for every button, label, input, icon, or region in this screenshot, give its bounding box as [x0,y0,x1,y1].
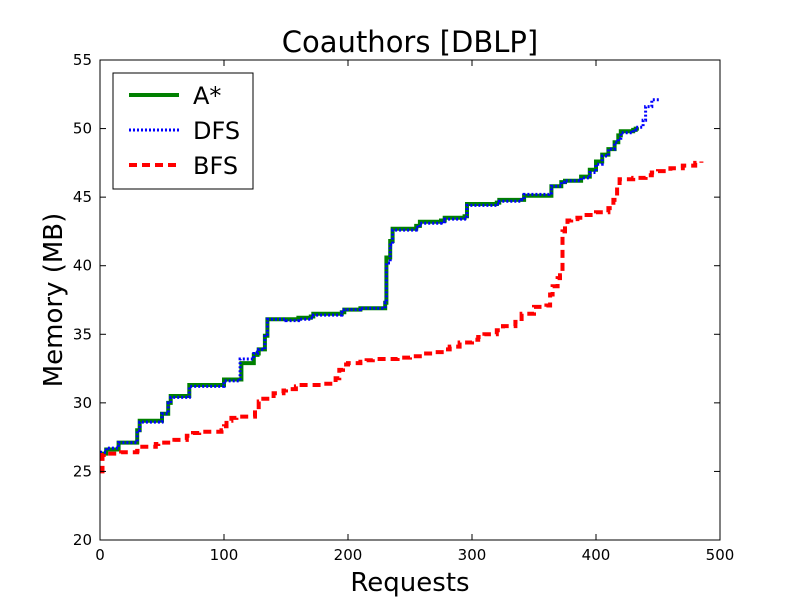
x-tick-label: 200 [334,546,363,564]
chart-title: Coauthors [DBLP] [282,25,538,59]
x-tick-label: 500 [706,546,735,564]
y-tick-label: 50 [73,120,92,138]
legend-label: A* [193,82,221,110]
axes-layer: 0 100 200 300 400 500 20 25 30 35 40 45 50 55 [73,51,734,564]
legend-label: DFS [193,117,240,145]
y-tick-label: 30 [73,394,92,412]
y-tick-label: 45 [73,188,92,206]
legend: A* DFS BFS [112,72,254,190]
legend-label: BFS [193,152,238,180]
x-tick-label: 0 [95,546,105,564]
y-tick-label: 20 [73,531,92,549]
y-tick-label: 55 [73,51,92,69]
x-tick-label: 100 [210,546,239,564]
series-line-bfs [100,160,704,474]
y-tick-label: 25 [73,462,92,480]
y-tick-label: 40 [73,257,92,275]
series-layer [100,98,704,474]
y-axis-label: Memory (MB) [39,213,69,388]
x-tick-label: 400 [582,546,611,564]
legend-box [112,72,254,190]
x-axis-label: Requests [350,568,469,598]
plot-frame [99,59,721,541]
series-line-dfs [100,98,661,454]
y-tick-label: 35 [73,325,92,343]
x-tick-label: 300 [458,546,487,564]
